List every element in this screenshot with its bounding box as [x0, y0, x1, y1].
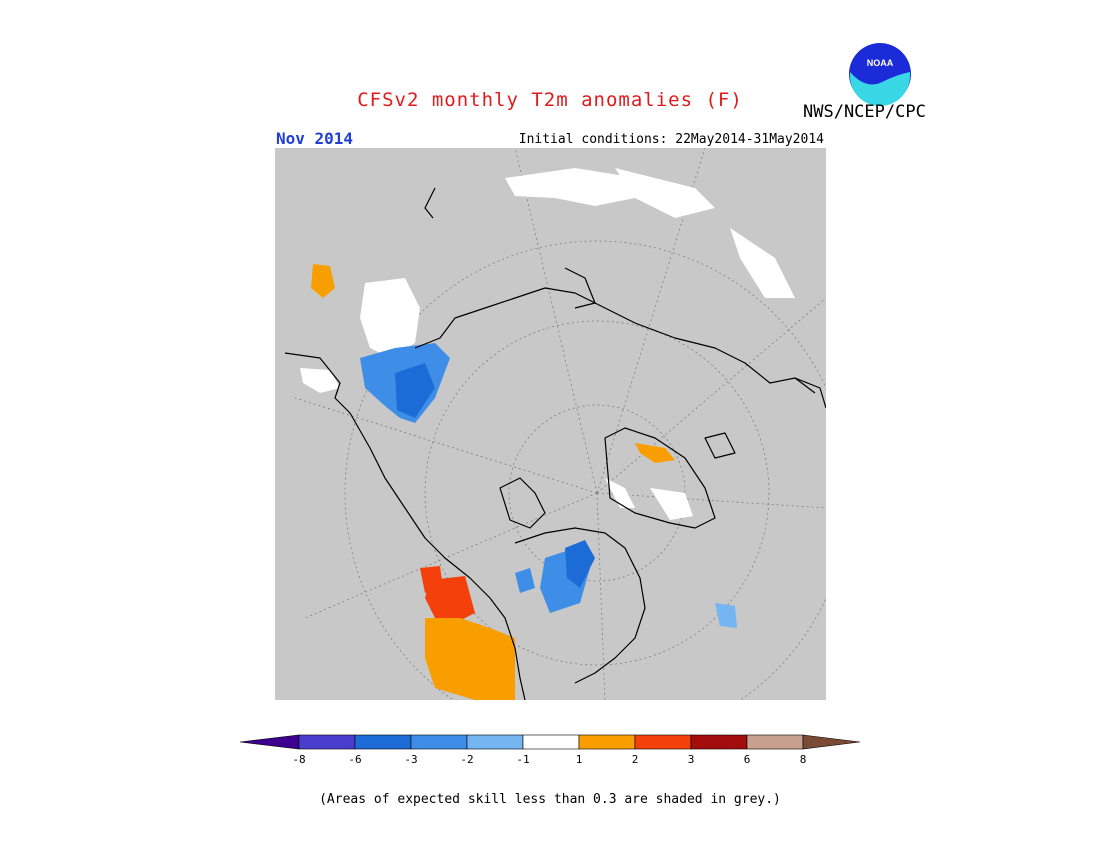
colorbar-arrow-right [802, 734, 860, 750]
anomaly-white-greenland-a [605, 478, 635, 508]
colorbar-box [690, 734, 748, 750]
colorbar-tick-label: 2 [632, 753, 639, 766]
forecast-month: Nov 2014 [276, 129, 354, 148]
colorbar-tick-label: 6 [744, 753, 751, 766]
colorbar-tick-label: 8 [800, 753, 807, 766]
anomaly-white-ne [615, 168, 715, 218]
anomaly-darkblue-hudson [565, 540, 595, 588]
anomaly-orange-nw [311, 264, 335, 298]
organization-label: NWS/NCEP/CPC [803, 102, 926, 122]
colorbar-tick-label: 3 [688, 753, 695, 766]
initial-conditions: Initial conditions: 22May2014-31May2014 [518, 132, 824, 147]
colorbar-tick-label: -8 [292, 753, 305, 766]
colorbar-box [522, 734, 580, 750]
skill-footnote: (Areas of expected skill less than 0.3 a… [319, 792, 781, 807]
coastlines [284, 187, 826, 700]
logo-gull [850, 72, 910, 106]
colorbar-box [746, 734, 804, 750]
anomaly-white-greenland-b [650, 488, 693, 520]
anomaly-orange-west [425, 618, 515, 700]
anomaly-shading [300, 168, 795, 700]
colorbar-boxes [240, 734, 860, 750]
colorbar-tick-label: -6 [348, 753, 361, 766]
colorbar: -8 -6 -3 -2 -1 1 2 3 6 8 [240, 734, 860, 766]
colorbar-box [298, 734, 356, 750]
chart-title: CFSv2 monthly T2m anomalies (F) [357, 89, 743, 111]
anomaly-lightblue-labrador [715, 603, 737, 628]
anomaly-orange-greenland [635, 443, 675, 463]
colorbar-tick-label: -2 [460, 753, 473, 766]
colorbar-box [634, 734, 692, 750]
colorbar-tick-label: 1 [576, 753, 583, 766]
colorbar-box [578, 734, 636, 750]
anomaly-red-bc [425, 576, 475, 623]
map-background [275, 148, 826, 700]
anomaly-white-north [505, 168, 635, 206]
colorbar-tick-label: -3 [404, 753, 417, 766]
anomaly-darkblue-europe [395, 363, 435, 418]
colorbar-box [466, 734, 524, 750]
colorbar-box [354, 734, 412, 750]
logo-text: NOAA [867, 58, 894, 68]
polar-map [275, 148, 826, 700]
anomaly-white-east [730, 228, 795, 298]
anomaly-white-europe [360, 278, 420, 358]
colorbar-tick-label: -1 [516, 753, 529, 766]
noaa-logo: NOAA [849, 43, 911, 106]
colorbar-labels: -8 -6 -3 -2 -1 1 2 3 6 8 [292, 753, 806, 766]
colorbar-box [410, 734, 468, 750]
colorbar-arrow-left [240, 734, 300, 750]
anomaly-blue-canada [515, 568, 535, 593]
anomaly-white-africa [300, 368, 340, 393]
